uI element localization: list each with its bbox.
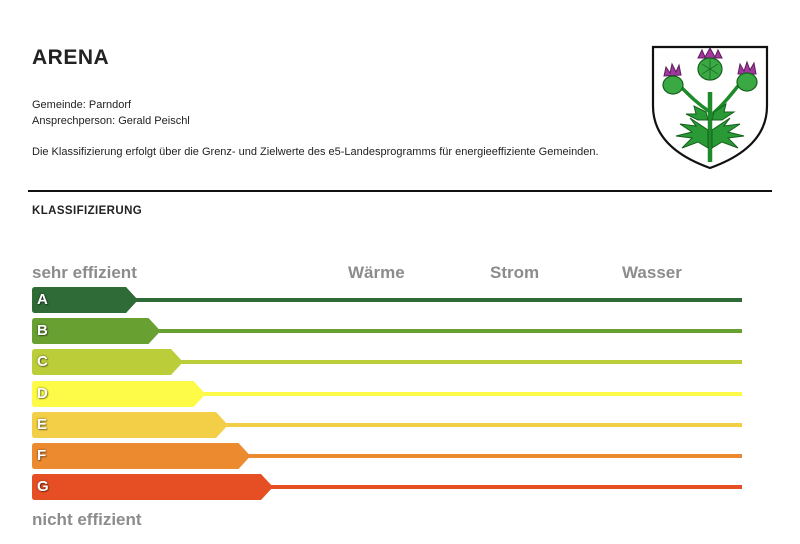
- rating-row-f: F: [32, 443, 742, 469]
- rating-letter-d: D: [37, 384, 48, 402]
- rating-arrow-c: [32, 349, 183, 376]
- rating-letter-b: B: [37, 322, 48, 340]
- column-label-waerme: Wärme: [348, 263, 405, 282]
- rating-arrow-g: [32, 474, 273, 501]
- rating-row-c: C: [32, 349, 742, 376]
- rating-line-d: [203, 391, 742, 396]
- thistle-coat-of-arms-icon: [651, 45, 769, 170]
- rating-line-a: [136, 298, 742, 302]
- rating-arrow-a: [32, 287, 138, 313]
- rating-row-g: G: [32, 474, 742, 501]
- rating-arrow-e: [32, 411, 228, 438]
- rating-line-c: [181, 360, 742, 365]
- rating-row-b: B: [32, 318, 742, 345]
- section-heading: KLASSIFIZIERUNG: [32, 205, 143, 217]
- rating-line-e: [226, 422, 742, 427]
- gemeinde-text: Gemeinde: Parndorf: [32, 99, 132, 111]
- rating-line-f: [248, 454, 742, 458]
- rating-letter-e: E: [37, 415, 48, 433]
- top-scale-label: sehr effizient: [32, 263, 137, 282]
- bottom-scale-label: nicht effizient: [32, 510, 142, 529]
- header-divider: [28, 190, 772, 192]
- ansprechperson-text: Ansprechperson: Gerald Peischl: [32, 115, 190, 127]
- rating-letter-c: C: [37, 353, 48, 371]
- column-label-wasser: Wasser: [622, 263, 682, 282]
- page-title: ARENA: [32, 46, 110, 69]
- rating-row-e: E: [32, 411, 742, 438]
- rating-row-d: D: [32, 380, 742, 407]
- rating-letter-a: A: [37, 291, 48, 308]
- rating-line-b: [158, 329, 742, 334]
- rating-arrow-b: [32, 318, 161, 345]
- description-text: Die Klassifizierung erfolgt über die Gre…: [32, 146, 599, 158]
- column-label-strom: Strom: [490, 263, 540, 282]
- rating-letter-g: G: [37, 478, 49, 496]
- rating-line-g: [271, 485, 742, 490]
- rating-row-a: A: [32, 287, 742, 313]
- rating-arrow-d: [32, 380, 206, 407]
- rating-letter-f: F: [37, 447, 47, 464]
- rating-arrow-f: [32, 443, 251, 469]
